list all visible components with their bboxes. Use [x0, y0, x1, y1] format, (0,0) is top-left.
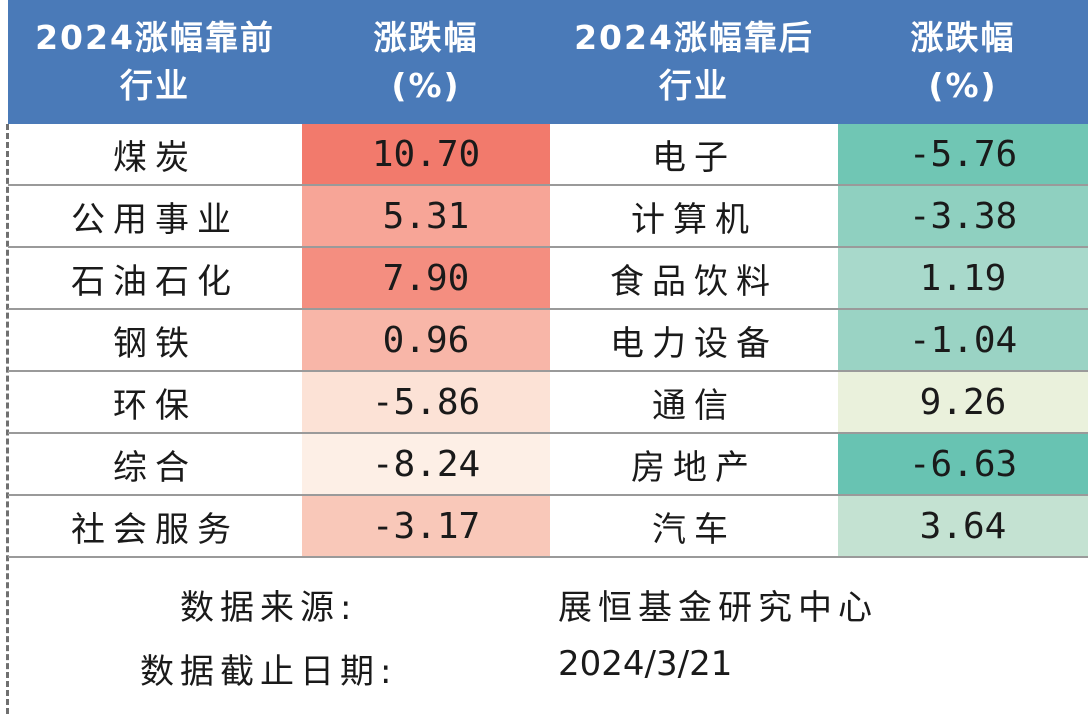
- top-change-cell[interactable]: 10.70: [302, 124, 550, 184]
- bottom-industry-cell[interactable]: 通信: [652, 385, 736, 426]
- table-row: 社会服务 -3.17 汽车 3.64: [8, 496, 1088, 558]
- header-top-change-line2: (%): [391, 66, 461, 105]
- bottom-industry-cell[interactable]: 电子: [652, 137, 736, 178]
- top-industry-cell[interactable]: 煤炭: [113, 137, 197, 178]
- bottom-change-cell[interactable]: 1.19: [838, 248, 1088, 308]
- top-industry-cell[interactable]: 公用事业: [71, 199, 239, 240]
- top-change-cell[interactable]: 5.31: [302, 186, 550, 246]
- bottom-industry-cell[interactable]: 房地产: [631, 447, 757, 488]
- header-bottom-change-line1: 涨跌幅: [910, 18, 1016, 57]
- header-bottom-industry: 2024涨幅靠后 行业: [550, 0, 838, 124]
- bottom-change-cell[interactable]: 9.26: [838, 372, 1088, 432]
- table-row: 综合 -8.24 房地产 -6.63: [8, 434, 1088, 496]
- bottom-industry-cell[interactable]: 电力设备: [610, 323, 778, 364]
- top-industry-cell[interactable]: 环保: [113, 385, 197, 426]
- top-industry-cell[interactable]: 钢铁: [113, 323, 197, 364]
- top-change-cell[interactable]: -8.24: [302, 434, 550, 494]
- table-row: 石油石化 7.90 食品饮料 1.19: [8, 248, 1088, 310]
- header-top-change-line1: 涨跌幅: [373, 18, 479, 57]
- table-row: 公用事业 5.31 计算机 -3.38: [8, 186, 1088, 248]
- source-label[interactable]: 数据来源:: [180, 588, 358, 628]
- table-row: 环保 -5.86 通信 9.26: [8, 372, 1088, 434]
- header-top-industry: 2024涨幅靠前 行业: [8, 0, 302, 124]
- bottom-industry-cell[interactable]: 计算机: [631, 199, 757, 240]
- table-header: 2024涨幅靠前 行业 涨跌幅 (%) 2024涨幅靠后 行业 涨跌幅 (%): [8, 0, 1088, 124]
- header-top-industry-line2: 行业: [120, 66, 190, 105]
- top-change-cell[interactable]: 0.96: [302, 310, 550, 370]
- bottom-industry-cell[interactable]: 汽车: [652, 509, 736, 550]
- bottom-industry-cell[interactable]: 食品饮料: [610, 261, 778, 302]
- top-change-cell[interactable]: -5.86: [302, 372, 550, 432]
- header-top-change: 涨跌幅 (%): [302, 0, 550, 124]
- header-top-industry-line1: 2024涨幅靠前: [35, 18, 275, 57]
- table-body: 煤炭 10.70 电子 -5.76 公用事业 5.31 计算机 -3.38 石油…: [8, 124, 1088, 558]
- top-change-cell[interactable]: -3.17: [302, 496, 550, 556]
- cell-selection-border: [6, 124, 9, 714]
- table-row: 煤炭 10.70 电子 -5.76: [8, 124, 1088, 186]
- top-change-cell[interactable]: 7.90: [302, 248, 550, 308]
- date-value[interactable]: 2024/3/21: [558, 644, 733, 684]
- top-industry-cell[interactable]: 石油石化: [71, 261, 239, 302]
- header-bottom-industry-line1: 2024涨幅靠后: [574, 18, 814, 57]
- bottom-change-cell[interactable]: -3.38: [838, 186, 1088, 246]
- source-value[interactable]: 展恒基金研究中心: [558, 588, 878, 628]
- table-footer: 数据来源: 展恒基金研究中心 数据截止日期: 2024/3/21: [8, 560, 1088, 720]
- bottom-change-cell[interactable]: 3.64: [838, 496, 1088, 556]
- top-industry-cell[interactable]: 综合: [113, 447, 197, 488]
- top-industry-cell[interactable]: 社会服务: [71, 509, 239, 550]
- bottom-change-cell[interactable]: -5.76: [838, 124, 1088, 184]
- bottom-change-cell[interactable]: -1.04: [838, 310, 1088, 370]
- table-row: 钢铁 0.96 电力设备 -1.04: [8, 310, 1088, 372]
- header-bottom-industry-line2: 行业: [659, 66, 729, 105]
- date-label[interactable]: 数据截止日期:: [140, 652, 398, 692]
- bottom-change-cell[interactable]: -6.63: [838, 434, 1088, 494]
- header-bottom-change-line2: (%): [928, 66, 998, 105]
- header-bottom-change: 涨跌幅 (%): [838, 0, 1088, 124]
